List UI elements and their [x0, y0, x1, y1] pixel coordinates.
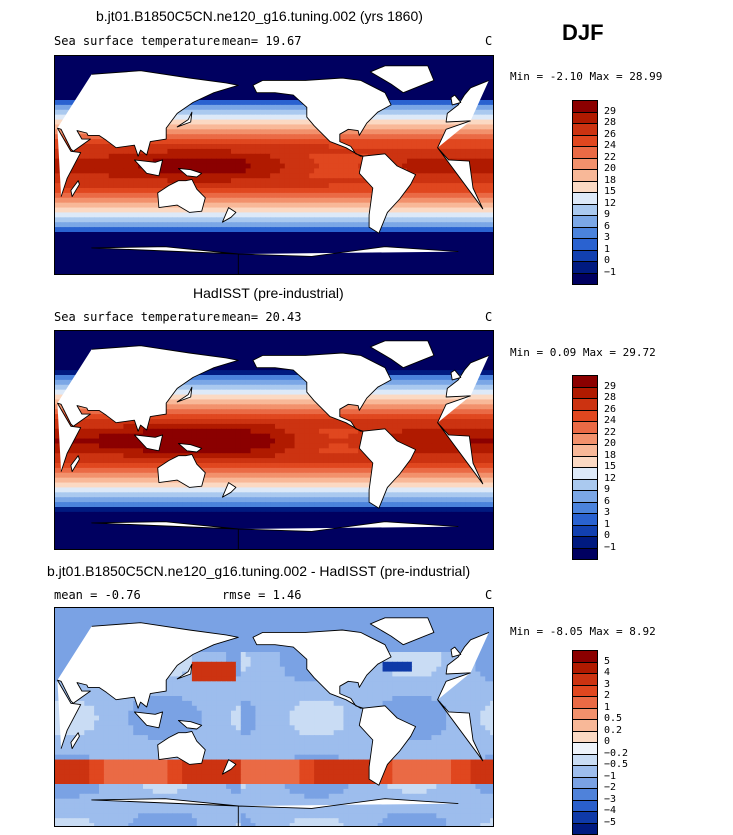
- colorbar-label: 28: [604, 118, 616, 128]
- colorbar-label: 1: [604, 520, 610, 530]
- colorbar-label: 0.2: [604, 726, 622, 736]
- colorbar-label: 20: [604, 439, 616, 449]
- colorbar-label: 4: [604, 668, 610, 678]
- colorbar-label: 9: [604, 210, 610, 220]
- panel-3-rmse: rmse = 1.46: [222, 588, 301, 602]
- colorbar-label: 0: [604, 737, 610, 747]
- colorbar-cell: [572, 823, 598, 835]
- colorbar-label: 5: [604, 657, 610, 667]
- colorbar-label: 3: [604, 680, 610, 690]
- panel-1-mean: mean= 19.67: [222, 34, 301, 48]
- panel-2-map: [54, 330, 494, 550]
- colorbar-label: 24: [604, 416, 616, 426]
- panel-2-unit: C: [485, 310, 492, 324]
- panel-3-title: b.jt01.B1850C5CN.ne120_g16.tuning.002 - …: [47, 563, 470, 579]
- colorbar-label: −3: [604, 795, 616, 805]
- colorbar-label: 26: [604, 405, 616, 415]
- panel-1-minmax: Min = -2.10 Max = 28.99: [510, 70, 662, 83]
- colorbar-label: −1: [604, 268, 616, 278]
- colorbar-cell: [572, 273, 598, 286]
- panel-3-map: [54, 607, 494, 827]
- panel-3-unit: C: [485, 588, 492, 602]
- colorbar-label: −4: [604, 806, 616, 816]
- panel-2-minmax: Min = 0.09 Max = 29.72: [510, 346, 656, 359]
- colorbar-label: −1: [604, 772, 616, 782]
- colorbar-label: 18: [604, 451, 616, 461]
- colorbar-cell: [572, 548, 598, 561]
- colorbar-label: 3: [604, 233, 610, 243]
- colorbar-label: 3: [604, 508, 610, 518]
- colorbar-label: 18: [604, 176, 616, 186]
- panel-2-mean: mean= 20.43: [222, 310, 301, 324]
- colorbar-label: 15: [604, 462, 616, 472]
- colorbar-label: 1: [604, 703, 610, 713]
- colorbar-label: 15: [604, 187, 616, 197]
- colorbar-label: 12: [604, 474, 616, 484]
- colorbar-label: 6: [604, 222, 610, 232]
- colorbar-label: 0: [604, 531, 610, 541]
- panel-1-unit: C: [485, 34, 492, 48]
- colorbar-label: 0: [604, 256, 610, 266]
- colorbar-label: −5: [604, 818, 616, 828]
- colorbar-label: −2: [604, 783, 616, 793]
- colorbar-label: −1: [604, 543, 616, 553]
- colorbar-label: 22: [604, 428, 616, 438]
- colorbar-label: 28: [604, 393, 616, 403]
- colorbar-label: 29: [604, 382, 616, 392]
- season-label: DJF: [562, 20, 604, 46]
- colorbar-label: 29: [604, 107, 616, 117]
- colorbar-label: −0.2: [604, 749, 628, 759]
- panel-2-variable-label: Sea surface temperature: [54, 310, 220, 324]
- panel-2-title: HadISST (pre-industrial): [193, 285, 344, 301]
- panel-1-map: [54, 55, 494, 275]
- colorbar-label: 2: [604, 691, 610, 701]
- panel-3-mean: mean = -0.76: [54, 588, 141, 602]
- colorbar-label: 9: [604, 485, 610, 495]
- colorbar-label: 12: [604, 199, 616, 209]
- colorbar-label: 1: [604, 245, 610, 255]
- panel-1-title: b.jt01.B1850C5CN.ne120_g16.tuning.002 (y…: [96, 8, 423, 24]
- colorbar-label: 22: [604, 153, 616, 163]
- panel-1-variable-label: Sea surface temperature: [54, 34, 220, 48]
- colorbar-label: 0.5: [604, 714, 622, 724]
- colorbar-label: −0.5: [604, 760, 628, 770]
- colorbar-label: 20: [604, 164, 616, 174]
- colorbar-label: 6: [604, 497, 610, 507]
- colorbar-label: 24: [604, 141, 616, 151]
- panel-3-minmax: Min = -8.05 Max = 8.92: [510, 625, 656, 638]
- colorbar-label: 26: [604, 130, 616, 140]
